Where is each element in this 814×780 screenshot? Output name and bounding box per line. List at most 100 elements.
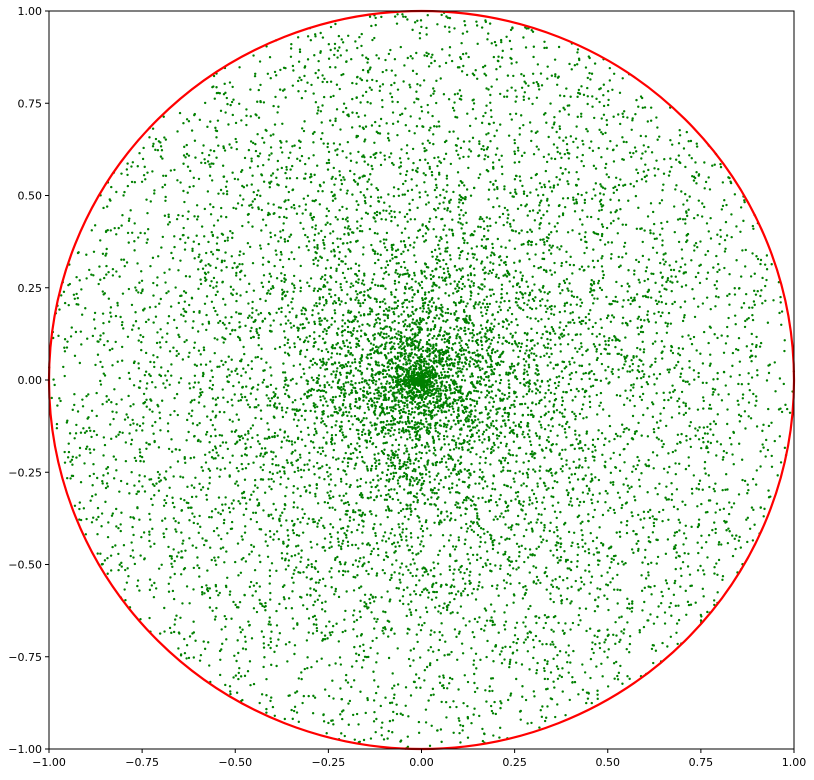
scatter-point [92, 472, 96, 476]
scatter-point [652, 373, 656, 376]
scatter-point [470, 647, 473, 650]
scatter-point [522, 74, 526, 78]
scatter-point [274, 347, 277, 351]
scatter-point [733, 537, 736, 541]
scatter-point [681, 319, 685, 323]
scatter-point [211, 233, 215, 237]
scatter-point [363, 160, 366, 163]
scatter-point [378, 124, 381, 128]
scatter-point [726, 294, 729, 298]
scatter-point [466, 434, 469, 438]
scatter-point [506, 209, 509, 212]
scatter-point [419, 419, 423, 422]
scatter-point [562, 360, 566, 364]
scatter-point [488, 122, 491, 126]
scatter-point [460, 70, 464, 73]
scatter-point [583, 390, 587, 394]
scatter-point [664, 252, 667, 255]
scatter-point [133, 562, 137, 566]
scatter-point [216, 338, 219, 341]
scatter-point [242, 198, 245, 201]
scatter-point [702, 330, 706, 334]
scatter-point [484, 154, 487, 157]
scatter-point [436, 350, 440, 353]
scatter-point [449, 534, 452, 537]
scatter-point [459, 571, 462, 574]
scatter-point [386, 263, 390, 267]
scatter-point [318, 334, 321, 338]
scatter-point [551, 327, 555, 331]
scatter-point [195, 364, 199, 367]
scatter-point [359, 599, 362, 603]
scatter-point [435, 306, 438, 310]
scatter-point [473, 690, 477, 694]
scatter-point [498, 215, 501, 219]
scatter-point [282, 215, 286, 219]
scatter-point [312, 465, 316, 468]
scatter-point [562, 390, 565, 394]
scatter-point [542, 667, 546, 670]
scatter-point [308, 366, 311, 369]
scatter-point [271, 435, 274, 439]
scatter-point [520, 484, 523, 487]
scatter-point [460, 346, 464, 350]
scatter-point [640, 157, 643, 160]
scatter-point [370, 379, 374, 382]
scatter-point [368, 227, 372, 231]
scatter-point [288, 310, 291, 314]
scatter-point [389, 327, 393, 330]
scatter-point [304, 208, 307, 212]
scatter-point [408, 208, 412, 212]
scatter-point [458, 357, 462, 360]
scatter-point [183, 310, 186, 313]
scatter-point [448, 354, 451, 357]
scatter-point [145, 405, 148, 408]
scatter-point [92, 318, 96, 321]
scatter-point [167, 545, 170, 549]
scatter-point [428, 475, 431, 478]
scatter-point [443, 602, 446, 605]
scatter-point [477, 497, 480, 500]
scatter-point [565, 436, 568, 439]
scatter-point [384, 218, 388, 221]
scatter-point [227, 506, 231, 510]
scatter-point [225, 327, 228, 330]
scatter-point [671, 384, 674, 387]
scatter-point [498, 736, 501, 739]
scatter-point [86, 417, 89, 420]
scatter-point [452, 130, 455, 133]
scatter-point [588, 377, 591, 381]
scatter-point [609, 471, 613, 475]
scatter-point [390, 95, 394, 99]
scatter-point [303, 120, 306, 123]
scatter-point [441, 314, 444, 318]
scatter-point [597, 217, 600, 221]
scatter-point [483, 532, 486, 535]
scatter-point [158, 411, 161, 414]
scatter-point [431, 320, 435, 323]
scatter-point [223, 518, 226, 522]
scatter-point [583, 395, 586, 398]
scatter-point [478, 482, 481, 485]
scatter-point [509, 486, 513, 489]
scatter-point [367, 408, 371, 411]
scatter-point [334, 458, 338, 461]
scatter-point [347, 723, 350, 726]
scatter-point [281, 585, 285, 589]
scatter-point [610, 557, 613, 560]
scatter-point [440, 622, 443, 625]
scatter-point [425, 33, 428, 36]
scatter-point [488, 385, 491, 388]
scatter-point [356, 456, 359, 459]
scatter-point [314, 224, 318, 227]
scatter-point [684, 380, 687, 384]
scatter-point [230, 146, 233, 149]
scatter-point [422, 414, 426, 417]
scatter-point [488, 685, 492, 688]
scatter-point [477, 429, 480, 432]
scatter-point [567, 503, 571, 506]
scatter-point [420, 590, 424, 594]
scatter-point [711, 387, 715, 391]
scatter-point [302, 227, 305, 230]
scatter-point [466, 485, 470, 488]
